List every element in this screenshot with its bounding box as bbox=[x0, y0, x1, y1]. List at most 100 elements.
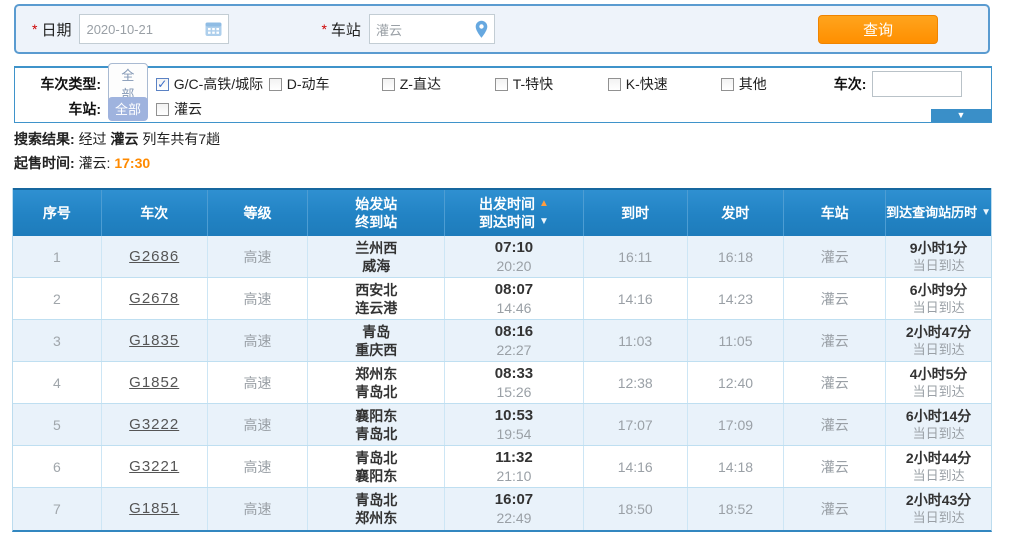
checkbox-icon[interactable]: ✓ bbox=[607, 77, 621, 91]
dest-station: 青岛北 bbox=[355, 425, 398, 442]
station-label: 车站 bbox=[330, 21, 361, 39]
depart-time: 14:23 bbox=[717, 290, 754, 307]
required-mark: * bbox=[32, 21, 38, 37]
col-header-station: 车站 bbox=[784, 190, 887, 236]
cell-depart: 14:23 bbox=[688, 278, 785, 319]
cell-stations: 兰州西 威海 bbox=[308, 236, 446, 277]
col-header-times[interactable]: 出发时间 ▲ 到达时间 ▼ bbox=[445, 190, 584, 236]
col-header-arrive: 到时 bbox=[584, 190, 688, 236]
cell-stations: 青岛 重庆西 bbox=[308, 320, 446, 361]
origin-station: 襄阳东 bbox=[355, 407, 398, 424]
train-number-link[interactable]: G2678 bbox=[129, 289, 180, 307]
col-header-train: 车次 bbox=[102, 190, 208, 236]
train-type-filter-row: 车次类型: 全部 ✓ G/C-高铁/城际 ✓ D-动车 ✓ Z-直达 ✓ T-特… bbox=[15, 62, 991, 106]
cell-grade: 高速 bbox=[208, 236, 309, 277]
station-all-button[interactable]: 全部 bbox=[108, 97, 149, 121]
cell-seq: 4 bbox=[13, 362, 102, 403]
chevron-down-icon: ▼ bbox=[956, 110, 966, 120]
sort-asc-icon[interactable]: ▲ bbox=[538, 198, 549, 209]
duration-value: 2小时44分 bbox=[905, 449, 972, 466]
train-number-link[interactable]: G2686 bbox=[129, 247, 180, 265]
train-number-link[interactable]: G1851 bbox=[129, 500, 180, 517]
depart-time: 12:40 bbox=[717, 374, 754, 391]
cell-arrive: 17:07 bbox=[584, 404, 688, 445]
station-options: ✓ 灌云 bbox=[156, 99, 269, 119]
collapse-toggle[interactable]: ▼ bbox=[931, 109, 991, 122]
cell-duration: 2小时47分 当日到达 bbox=[886, 320, 991, 361]
sort-desc-icon[interactable]: ▼ bbox=[538, 216, 549, 227]
date-input[interactable] bbox=[80, 15, 205, 43]
filter-option[interactable]: ✓ T-特快 bbox=[494, 74, 608, 94]
train-type-label: 车次类型: bbox=[40, 76, 101, 92]
filter-option-label: T-特快 bbox=[512, 76, 554, 92]
cell-grade: 高速 bbox=[208, 446, 309, 487]
cell-stations: 襄阳东 青岛北 bbox=[308, 404, 446, 445]
train-number-label: 车次: bbox=[833, 76, 867, 92]
filter-option[interactable]: ✓ 其他 bbox=[720, 74, 834, 94]
filter-option-label: 其他 bbox=[738, 76, 767, 92]
row-seq: 1 bbox=[53, 248, 61, 265]
checkbox-icon[interactable]: ✓ bbox=[720, 77, 734, 91]
calendar-icon[interactable] bbox=[204, 20, 223, 38]
train-number-group: 车次: bbox=[833, 71, 963, 97]
depart-time: 11:05 bbox=[718, 332, 753, 349]
depart-time: 14:18 bbox=[717, 458, 754, 475]
duration-value: 2小时43分 bbox=[905, 492, 972, 508]
same-day-note: 当日到达 bbox=[912, 257, 965, 273]
train-number-link[interactable]: G3221 bbox=[129, 457, 180, 475]
cell-seq: 6 bbox=[13, 446, 102, 487]
search-panel: * 日期 * 车站 查询 bbox=[14, 4, 990, 54]
cell-grade: 高速 bbox=[208, 488, 309, 530]
sale-label: 起售时间: bbox=[14, 155, 75, 171]
checkbox-icon[interactable]: ✓ bbox=[155, 77, 169, 91]
query-button[interactable]: 查询 bbox=[818, 14, 938, 44]
origin-station: 兰州西 bbox=[355, 239, 398, 256]
filter-option[interactable]: ✓ 灌云 bbox=[156, 99, 269, 119]
terminal-arrival-time: 14:46 bbox=[496, 299, 532, 316]
cell-train: G3222 bbox=[102, 404, 208, 445]
col-header-duration[interactable]: 到达查询站历时 ▼ bbox=[886, 205, 991, 220]
train-grade: 高速 bbox=[243, 374, 272, 391]
cell-stations: 郑州东 青岛北 bbox=[308, 362, 446, 403]
checkbox-icon[interactable]: ✓ bbox=[156, 102, 170, 116]
depart-time: 17:09 bbox=[717, 416, 754, 433]
cell-train: G1835 bbox=[102, 320, 208, 361]
arrive-time: 14:16 bbox=[617, 290, 653, 307]
required-mark: * bbox=[321, 21, 327, 37]
date-field[interactable] bbox=[79, 14, 230, 44]
checkbox-icon[interactable]: ✓ bbox=[494, 77, 508, 91]
filter-option[interactable]: ✓ D-动车 bbox=[268, 74, 382, 94]
cell-stations: 青岛北 郑州东 bbox=[308, 488, 446, 530]
cell-station: 灌云 bbox=[784, 446, 887, 487]
cell-arrive: 16:11 bbox=[584, 236, 688, 277]
train-number-link[interactable]: G1852 bbox=[129, 373, 180, 391]
station-filter-row: 车站: 全部 ✓ 灌云 bbox=[15, 97, 991, 121]
sort-desc-icon[interactable]: ▼ bbox=[981, 207, 991, 218]
dest-station: 郑州东 bbox=[355, 510, 398, 526]
checkbox-icon[interactable]: ✓ bbox=[381, 77, 395, 91]
cell-station: 灌云 bbox=[784, 488, 887, 530]
cell-grade: 高速 bbox=[208, 404, 309, 445]
filter-option[interactable]: ✓ K-快速 bbox=[607, 74, 721, 94]
filter-option[interactable]: ✓ G/C-高铁/城际 bbox=[155, 74, 269, 94]
cell-times: 08:33 15:26 bbox=[445, 362, 584, 403]
cell-times: 07:10 20:20 bbox=[445, 236, 584, 277]
train-number-link[interactable]: G3222 bbox=[129, 415, 180, 433]
train-row: 3 G1835 高速 青岛 重庆西 08:16 22:27 11:03 11:0… bbox=[13, 320, 991, 362]
date-label: 日期 bbox=[41, 21, 72, 39]
station-field[interactable] bbox=[368, 14, 495, 44]
cell-station: 灌云 bbox=[784, 404, 887, 445]
train-number-link[interactable]: G1835 bbox=[129, 331, 180, 349]
cell-depart: 14:18 bbox=[688, 446, 785, 487]
filter-option[interactable]: ✓ Z-直达 bbox=[381, 74, 495, 94]
col-header-stations: 始发站 终到站 bbox=[308, 190, 446, 236]
station-input[interactable] bbox=[369, 15, 474, 43]
train-number-input[interactable] bbox=[872, 71, 963, 97]
cell-depart: 18:52 bbox=[688, 488, 785, 530]
cell-train: G1851 bbox=[102, 488, 208, 530]
checkbox-icon[interactable]: ✓ bbox=[268, 77, 282, 91]
dest-station: 威海 bbox=[362, 257, 391, 274]
cell-seq: 7 bbox=[13, 488, 102, 530]
location-pin-icon[interactable] bbox=[474, 20, 489, 39]
cell-stations: 青岛北 襄阳东 bbox=[308, 446, 446, 487]
